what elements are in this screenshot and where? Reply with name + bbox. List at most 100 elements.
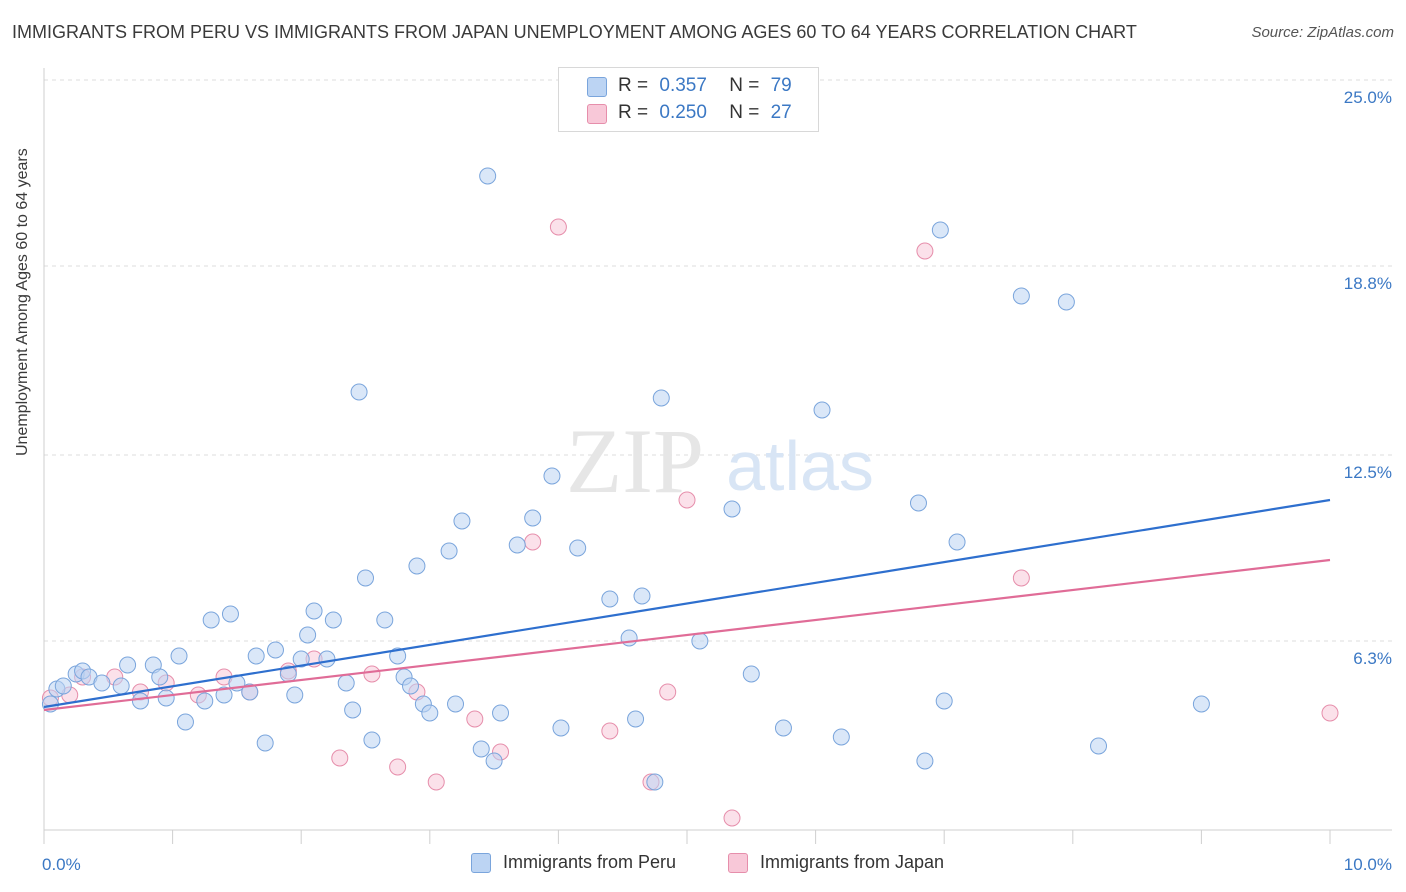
y-tick-label: 18.8% <box>1344 274 1392 293</box>
peru-point <box>402 677 420 695</box>
chart-title: IMMIGRANTS FROM PERU VS IMMIGRANTS FROM … <box>12 22 1137 42</box>
japan-swatch <box>587 104 607 124</box>
peru-point <box>247 647 265 665</box>
peru-point <box>421 704 439 722</box>
peru-point <box>151 668 169 686</box>
peru-point <box>202 611 220 629</box>
peru-point <box>620 629 638 647</box>
peru-point <box>508 536 526 554</box>
peru-point <box>472 740 490 758</box>
peru-point <box>299 626 317 644</box>
y-tick-labels: 6.3% 12.5% 18.8% 25.0% <box>1344 88 1392 668</box>
peru-point <box>633 587 651 605</box>
peru-point <box>292 650 310 668</box>
japan-point <box>466 710 484 728</box>
peru-point <box>627 710 645 728</box>
peru-point <box>1057 293 1075 311</box>
peru-point <box>286 686 304 704</box>
legend: R = 0.357 N = 79 R = 0.250 N = 27 <box>558 67 819 132</box>
legend-peru-r: 0.357 <box>659 75 707 96</box>
japan-point <box>659 683 677 701</box>
peru-point <box>948 533 966 551</box>
peru-point <box>215 686 233 704</box>
peru-point <box>552 719 570 737</box>
legend-r-label: R = <box>618 75 649 96</box>
legend-n-label: N = <box>729 102 760 123</box>
peru-point <box>54 677 72 695</box>
peru-swatch <box>587 77 607 97</box>
peru-trend-line <box>43 498 1331 709</box>
peru-point <box>691 632 709 650</box>
y-tick-label: 12.5% <box>1344 463 1392 482</box>
peru-point <box>569 539 587 557</box>
japan-point <box>723 809 741 827</box>
peru-point <box>524 509 542 527</box>
peru-point <box>266 641 284 659</box>
peru-point <box>408 557 426 575</box>
peru-point <box>813 401 831 419</box>
peru-point <box>652 389 670 407</box>
peru-point <box>935 692 953 710</box>
peru-point <box>256 734 274 752</box>
peru-point <box>492 704 510 722</box>
legend-japan-r: 0.250 <box>659 102 707 123</box>
trend-lines <box>43 498 1331 712</box>
bottom-legend-japan-label: Immigrants from Japan <box>760 852 945 872</box>
peru-point <box>376 611 394 629</box>
peru-point <box>909 494 927 512</box>
peru-points <box>41 167 1210 791</box>
japan-point <box>1321 704 1339 722</box>
legend-japan-n: 27 <box>770 102 792 123</box>
peru-point <box>601 590 619 608</box>
peru-point <box>646 773 664 791</box>
peru-point <box>1192 695 1210 713</box>
japan-point <box>331 749 349 767</box>
peru-point <box>176 713 194 731</box>
peru-point <box>157 689 175 707</box>
japan-point <box>363 665 381 683</box>
peru-point <box>350 383 368 401</box>
peru-point <box>305 602 323 620</box>
x-tick-label-max: 10.0% <box>1344 855 1392 874</box>
peru-point <box>389 647 407 665</box>
peru-point <box>318 650 336 668</box>
peru-point <box>344 701 362 719</box>
japan-point <box>916 242 934 260</box>
peru-swatch <box>471 853 491 873</box>
japan-points <box>41 218 1339 827</box>
japan-point <box>678 491 696 509</box>
watermark-atlas: atlas <box>726 427 874 505</box>
japan-point <box>389 758 407 776</box>
y-tick-label: 25.0% <box>1344 88 1392 107</box>
japan-trend-line <box>43 558 1331 712</box>
peru-point <box>241 683 259 701</box>
peru-point <box>196 692 214 710</box>
bottom-legend-peru-label: Immigrants from Peru <box>503 852 677 872</box>
peru-point <box>131 692 149 710</box>
peru-point <box>337 674 355 692</box>
peru-point <box>170 647 188 665</box>
peru-point <box>447 695 465 713</box>
peru-point <box>119 656 137 674</box>
peru-point <box>324 611 342 629</box>
peru-point <box>453 512 471 530</box>
peru-point <box>723 500 741 518</box>
japan-point <box>601 722 619 740</box>
watermark: ZIP atlas <box>566 410 874 512</box>
peru-point <box>832 728 850 746</box>
x-tick-label-min: 0.0% <box>42 855 81 874</box>
peru-point <box>479 167 497 185</box>
source-label: Source: ZipAtlas.com <box>1251 24 1394 41</box>
japan-point <box>524 533 542 551</box>
peru-point <box>931 221 949 239</box>
legend-n-label: N = <box>729 75 760 96</box>
peru-point <box>774 719 792 737</box>
y-tick-label: 6.3% <box>1353 649 1392 668</box>
axes <box>43 68 1392 844</box>
x-tick-labels: 0.0% 10.0% <box>42 855 1392 874</box>
legend-r-label: R = <box>618 102 649 123</box>
peru-point <box>93 674 111 692</box>
peru-point <box>485 752 503 770</box>
japan-point <box>549 218 567 236</box>
